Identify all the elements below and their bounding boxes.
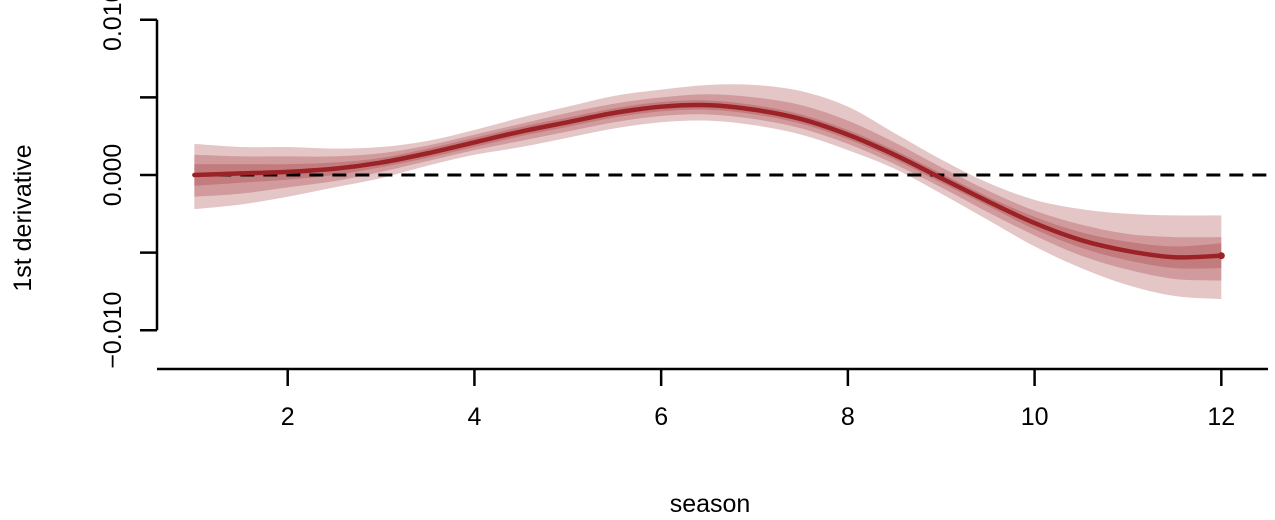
credible-bands: [194, 84, 1222, 300]
credible-band-3: [194, 100, 1222, 269]
x-axis-ticks: 2 4 6 8 10 12: [281, 369, 1235, 431]
x-tick-label: 8: [841, 403, 855, 431]
derivative-end-point: [1217, 252, 1225, 260]
x-tick-label: 10: [1021, 403, 1049, 431]
x-tick-label: 6: [654, 403, 668, 431]
y-axis-title: 1st derivative: [9, 144, 37, 291]
y-tick-label: −0.010: [99, 292, 127, 369]
x-axis-title: season: [670, 490, 751, 518]
y-tick-label: 0.010: [99, 0, 127, 51]
y-tick-label: 0.000: [99, 144, 127, 207]
credible-band-2: [194, 94, 1222, 281]
credible-band-1: [194, 84, 1222, 300]
x-tick-label: 2: [281, 403, 295, 431]
x-tick-label: 4: [467, 403, 481, 431]
y-axis-ticks: −0.010 0.000 0.010: [99, 0, 157, 369]
derivative-mean-line: [192, 102, 1224, 260]
x-tick-label: 12: [1207, 403, 1235, 431]
